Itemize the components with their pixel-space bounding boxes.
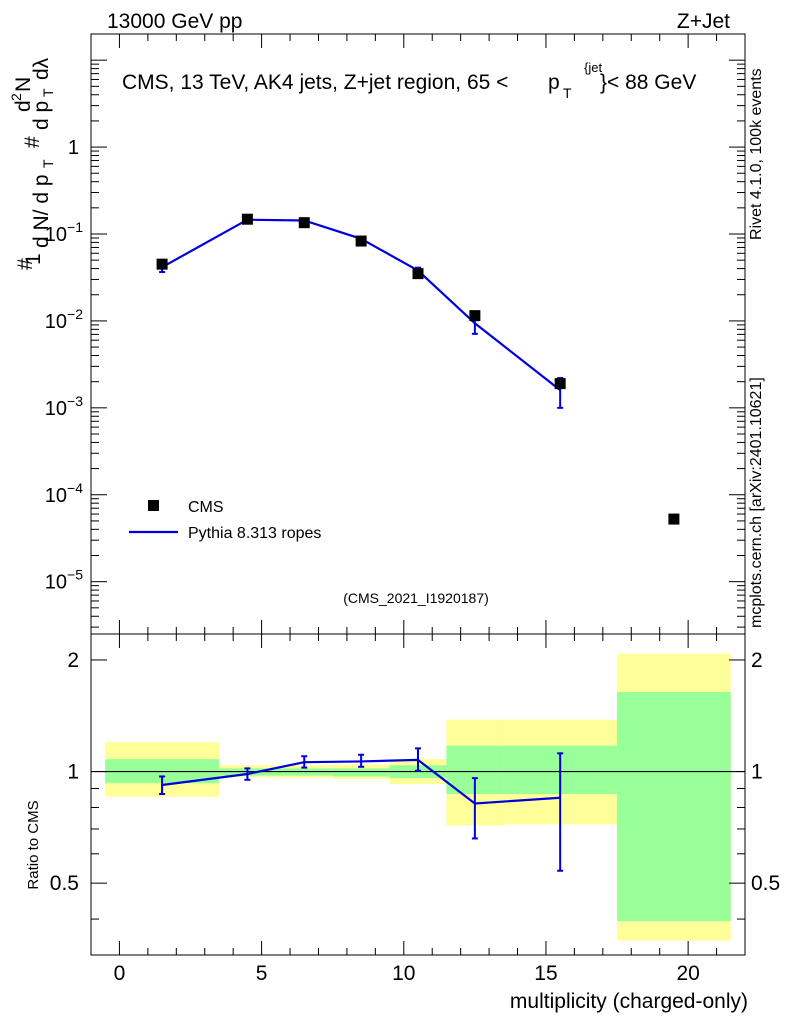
chart-canvas: 13000 GeV pp Z+Jet Rivet 4.1.0, 100k eve… [0, 0, 786, 1024]
main-frame [91, 34, 745, 634]
svg-text:T: T [40, 159, 56, 168]
ratio-y-tick-label-right: 1 [751, 761, 763, 784]
main-title-tail: }< 88 GeV [600, 71, 696, 94]
main-y-tick-label: 10−1 [45, 219, 83, 246]
inner-uncertainty-band [333, 768, 390, 776]
svg-text:dλ: dλ [30, 57, 53, 80]
main-y-tick-label: 10−4 [45, 480, 83, 507]
svg-text:Rivet 4.1.0, 100k events: Rivet 4.1.0, 100k events [748, 68, 765, 240]
main-y-tick-label: 10−2 [45, 306, 83, 333]
svg-text:1: 1 [22, 253, 45, 265]
cms-data-point [242, 214, 253, 225]
header-right: Z+Jet [677, 10, 730, 33]
main-title: CMS, 13 TeV, AK4 jets, Z+jet region, 65 … [122, 60, 696, 101]
cms-data-point [668, 514, 679, 525]
main-title-T: T [563, 85, 572, 101]
ratio-y-tick-label: 2 [67, 649, 79, 672]
x-tick-label: 10 [392, 962, 415, 985]
svg-text:2: 2 [8, 93, 24, 101]
main-y-tick-label: 10−5 [45, 567, 83, 594]
main-y-tick-label: 1 [68, 137, 79, 159]
main-title-text: CMS, 13 TeV, AK4 jets, Z+jet region, 65 … [122, 71, 508, 94]
watermark: (CMS_2021_I1920187) [343, 590, 489, 606]
svg-text:T: T [40, 88, 56, 97]
legend: CMS Pythia 8.313 ropes [129, 499, 321, 542]
main-panel: 1 10−1 10−2 10−3 10−4 10−5 CMS, 13 TeV, AK4 je… [45, 34, 745, 634]
svg-text:d: d [12, 100, 35, 112]
cms-data-point [555, 378, 566, 389]
header-left: 13000 GeV pp [107, 10, 242, 33]
rivet-label: Rivet 4.1.0, 100k events [748, 68, 765, 240]
x-axis-label: multiplicity (charged-only) [510, 990, 748, 1013]
cms-data-point [469, 310, 480, 321]
ratio-panel: 0 5 10 15 20 0.5 0.5 1 1 2 2 [50, 634, 780, 985]
x-tick-label: 20 [676, 962, 699, 985]
cms-data-point [356, 236, 367, 247]
legend-cms-label: CMS [188, 499, 224, 516]
x-tick-label: 0 [114, 962, 126, 985]
main-y-tick-label: 10−3 [45, 393, 83, 420]
cms-data-point [157, 259, 168, 270]
ratio-y-tick-label-right: 2 [751, 649, 763, 672]
svg-text:mcplots.cern.ch [arXiv:2401.10: mcplots.cern.ch [arXiv:2401.10621] [748, 377, 765, 628]
x-tick-label: 5 [256, 962, 268, 985]
svg-text:#: # [21, 136, 44, 148]
cms-data-point [299, 217, 310, 228]
ratio-y-axis-label-group: Ratio to CMS [25, 800, 42, 889]
svg-text:N: N [12, 77, 35, 92]
ratio-y-tick-label: 0.5 [50, 872, 79, 895]
ratio-y-axis-label: Ratio to CMS [25, 800, 42, 889]
legend-cms-marker [148, 500, 159, 511]
legend-mc-label: Pythia 8.313 ropes [188, 525, 321, 542]
mcplots-label: mcplots.cern.ch [arXiv:2401.10621] [748, 377, 765, 628]
ratio-y-tick-label: 1 [67, 761, 79, 784]
ratio-y-tick-label-right: 0.5 [751, 872, 780, 895]
x-tick-label: 15 [534, 962, 557, 985]
main-title-p: p [548, 71, 560, 94]
inner-uncertainty-band [617, 692, 731, 921]
cms-data-point [413, 268, 424, 279]
